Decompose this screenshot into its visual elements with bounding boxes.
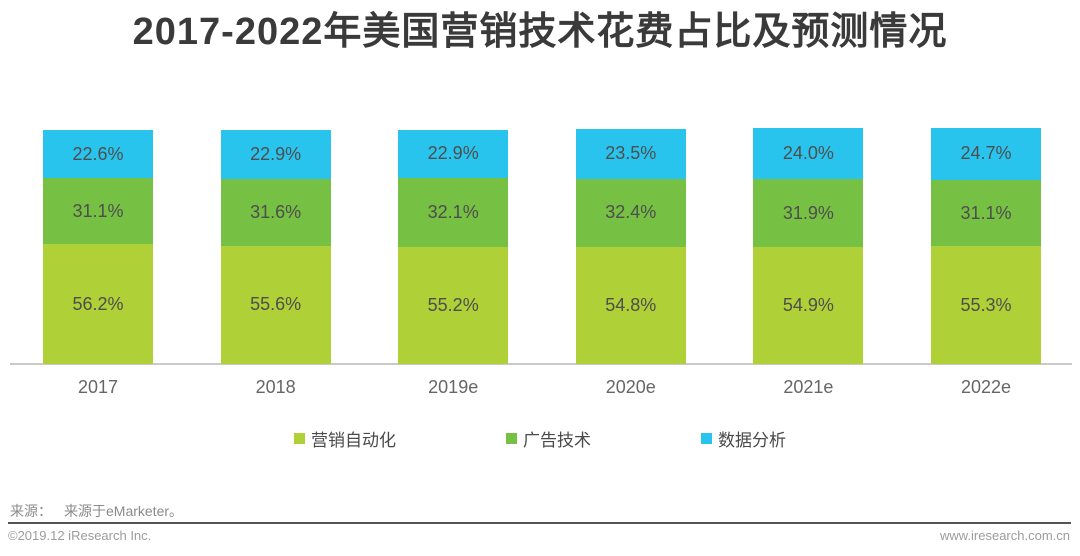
segment-value-label: 22.9% xyxy=(250,143,302,164)
bar-segment-营销自动化-2020e: 54.8% xyxy=(575,247,686,364)
bar-2022e: 55.3% 31.1% 24.7% xyxy=(931,127,1041,364)
segment-value-label: 24.7% xyxy=(960,143,1012,164)
bar-2017: 56.2% 31.1% 22.6% xyxy=(43,130,153,364)
legend: 营销自动化 广告技术 数据分析 xyxy=(0,426,1080,451)
bar-segment-广告技术-2019e: 32.1% xyxy=(398,178,509,247)
segment-value-label: 55.2% xyxy=(427,294,479,315)
segment-value-label: 31.1% xyxy=(72,200,124,221)
x-axis-label: 2021e xyxy=(783,377,834,397)
bar-segment-营销自动化-2019e: 55.2% xyxy=(398,246,509,364)
legend-label: 数据分析 xyxy=(718,431,786,450)
legend-label: 营销自动化 xyxy=(311,431,396,450)
bar-segment-数据分析-2019e: 22.9% xyxy=(398,129,509,179)
bar-segment-广告技术-2017: 31.1% xyxy=(43,178,153,245)
legend-swatch-icon xyxy=(701,433,712,444)
bar-segment-广告技术-2021e: 31.9% xyxy=(753,179,864,248)
bar-segment-数据分析-2021e: 24.0% xyxy=(753,128,864,180)
source-note: 来源： 来源于eMarketer。 xyxy=(10,501,183,521)
legend-item-广告技术: 广告技术 xyxy=(506,426,591,451)
segment-value-label: 55.3% xyxy=(960,294,1012,315)
source-label: 来源： xyxy=(10,503,52,519)
bar-segment-营销自动化-2017: 56.2% xyxy=(43,244,153,364)
x-axis-line xyxy=(10,363,1072,365)
x-axis-label: 2018 xyxy=(255,377,296,397)
legend-item-营销自动化: 营销自动化 xyxy=(294,426,396,451)
bar-2019e: 55.2% 32.1% 22.9% xyxy=(398,129,509,364)
segment-value-label: 54.8% xyxy=(605,295,657,316)
segment-value-label: 23.5% xyxy=(605,143,657,164)
segment-value-label: 24.0% xyxy=(782,143,834,164)
bar-2021e: 54.9% 31.9% 24.0% xyxy=(753,128,864,364)
bar-segment-营销自动化-2018: 55.6% xyxy=(220,245,331,364)
bar-2018: 55.6% 31.6% 22.9% xyxy=(220,129,331,364)
segment-value-label: 54.9% xyxy=(782,295,834,316)
x-axis-label: 2022e xyxy=(960,377,1012,397)
bar-segment-广告技术-2018: 31.6% xyxy=(220,178,331,246)
bar-segment-广告技术-2020e: 32.4% xyxy=(575,178,686,248)
bar-segment-数据分析-2020e: 23.5% xyxy=(575,128,686,179)
segment-value-label: 32.1% xyxy=(427,201,479,222)
segment-value-label: 22.6% xyxy=(72,143,124,164)
bar-2020e: 54.8% 32.4% 23.5% xyxy=(575,128,686,364)
x-axis-label: 2020e xyxy=(605,377,656,397)
legend-label: 广告技术 xyxy=(523,431,591,450)
bar-segment-营销自动化-2022e: 55.3% xyxy=(931,246,1041,364)
x-axis-label: 2017 xyxy=(77,377,119,397)
bar-segment-营销自动化-2021e: 54.9% xyxy=(753,247,864,364)
website-url: www.iresearch.com.cn xyxy=(939,528,1070,543)
bar-segment-广告技术-2022e: 31.1% xyxy=(931,180,1041,247)
segment-value-label: 22.9% xyxy=(427,143,479,164)
chart-title: 2017-2022年美国营销技术花费占比及预测情况 xyxy=(132,11,948,53)
bar-segment-数据分析-2018: 22.9% xyxy=(220,129,331,179)
segment-value-label: 32.4% xyxy=(605,202,657,223)
segment-value-label: 56.2% xyxy=(72,293,124,314)
segment-value-label: 55.6% xyxy=(250,294,302,315)
legend-swatch-icon xyxy=(294,433,305,444)
legend-swatch-icon xyxy=(506,433,517,444)
bar-segment-数据分析-2017: 22.6% xyxy=(43,130,153,179)
legend-item-数据分析: 数据分析 xyxy=(701,426,786,451)
copyright: ©2019.12 iResearch Inc. xyxy=(8,528,152,543)
segment-value-label: 31.6% xyxy=(250,201,302,222)
footer-divider xyxy=(8,522,1071,524)
segment-value-label: 31.1% xyxy=(960,202,1012,223)
x-axis-label: 2019e xyxy=(428,377,479,397)
bar-segment-数据分析-2022e: 24.7% xyxy=(931,127,1041,181)
source-text: 来源于eMarketer。 xyxy=(64,503,184,519)
segment-value-label: 31.9% xyxy=(782,202,834,223)
